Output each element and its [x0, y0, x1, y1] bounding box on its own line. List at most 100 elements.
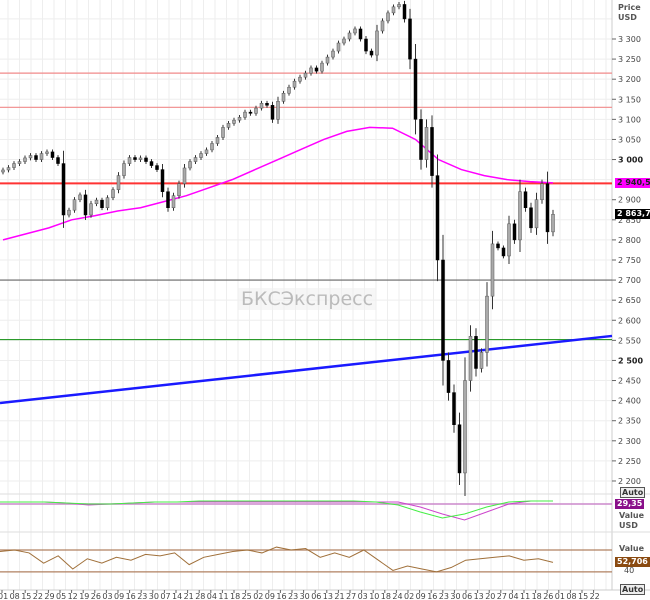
candle-body	[474, 336, 478, 369]
candle-body	[292, 80, 297, 88]
y-tick-label: 2 600	[618, 316, 641, 325]
y-tick-label: 3 050	[618, 135, 641, 144]
x-tick-label: 22	[33, 592, 43, 600]
rsi-auto-scale-button[interactable]: Auto	[620, 584, 646, 595]
candle	[270, 101, 275, 123]
candle	[413, 44, 418, 135]
candle	[391, 4, 396, 16]
x-tick-label: 18	[381, 592, 391, 600]
rsi-series-line	[0, 546, 554, 573]
candle	[204, 147, 209, 156]
candle-body	[545, 183, 550, 233]
candle-body	[133, 157, 137, 160]
candle	[518, 179, 522, 252]
candle	[529, 202, 533, 233]
candle-body	[523, 191, 528, 209]
candle	[375, 24, 379, 62]
candle-body	[281, 92, 286, 102]
candle-body	[111, 189, 115, 198]
y-tick-label: 2 500	[618, 356, 643, 365]
x-tick-label: 09	[265, 592, 275, 600]
y-tick-label: 2 700	[618, 276, 641, 285]
x-tick-label: 26	[543, 592, 553, 600]
candle-body	[342, 38, 346, 44]
candle	[540, 179, 544, 204]
candle	[50, 149, 55, 160]
y-tick-label: 2 200	[618, 477, 641, 486]
candle	[320, 60, 324, 74]
x-tick-label: 10	[369, 592, 379, 600]
y-tick-label: 2 850	[618, 216, 641, 225]
candle	[430, 115, 434, 188]
x-tick-label: 04	[207, 592, 217, 600]
candle	[72, 197, 77, 213]
x-tick-label: 27	[497, 592, 507, 600]
candle-body	[105, 197, 110, 209]
candle-body	[265, 103, 269, 106]
candle	[364, 35, 368, 55]
y-tick-label: 3 300	[618, 35, 641, 44]
candle-body	[479, 352, 484, 369]
candle	[28, 153, 33, 161]
candle-body	[259, 103, 264, 109]
x-tick-label: 03	[358, 592, 368, 600]
x-tick-label: 21	[334, 592, 344, 600]
x-tick-label: 11	[218, 592, 228, 600]
candle-body	[89, 203, 93, 216]
candle	[243, 109, 247, 120]
candle	[309, 65, 313, 76]
candle	[402, 0, 407, 23]
x-tick-label: 25	[242, 592, 252, 600]
candle-body	[221, 127, 225, 138]
candle-body	[380, 20, 385, 32]
candle	[490, 230, 495, 310]
candle-body	[441, 259, 445, 361]
y-tick-label: 2 350	[618, 417, 641, 426]
candle-body	[100, 199, 104, 209]
candle	[199, 151, 203, 160]
x-tick-label: 03	[102, 592, 112, 600]
watermark-logo: БКСЭкспресс	[238, 288, 377, 310]
candle-body	[320, 62, 324, 72]
price-auto-scale-button[interactable]: Auto	[620, 487, 646, 498]
candle-body	[507, 223, 511, 257]
x-tick-label: 13	[323, 592, 333, 600]
candle-body	[210, 143, 214, 151]
x-tick-label: 15	[21, 592, 31, 600]
x-tick-label: 18	[230, 592, 240, 600]
y-tick-label: 3 250	[618, 55, 641, 64]
candle	[105, 195, 110, 211]
x-tick-label: 04	[508, 592, 518, 600]
trendline	[0, 334, 613, 405]
candle-body	[155, 165, 159, 170]
candle-body	[243, 111, 247, 118]
x-tick-label: 08	[566, 592, 576, 600]
candle	[265, 100, 269, 108]
candle-body	[413, 58, 418, 120]
candle-body	[534, 199, 539, 229]
candle-body	[375, 30, 379, 56]
candle	[298, 74, 302, 84]
candle	[551, 209, 555, 237]
moving-average-line	[2, 126, 554, 241]
x-tick-label: 05	[56, 592, 66, 600]
candle	[347, 30, 352, 42]
candle-body	[490, 243, 495, 297]
candle-body	[34, 155, 38, 160]
candle	[94, 197, 99, 207]
candle-body	[518, 191, 522, 241]
candle-body	[122, 163, 126, 176]
candle	[303, 70, 308, 80]
candle-body	[529, 207, 533, 229]
x-tick-label: 01	[0, 592, 8, 600]
candle	[149, 159, 154, 168]
x-tick-label: 06	[462, 592, 472, 600]
x-tick-label: 27	[346, 592, 356, 600]
x-tick-label: 28	[195, 592, 205, 600]
candle-body	[83, 194, 88, 216]
x-tick-label: 23	[439, 592, 449, 600]
candle	[122, 160, 126, 179]
y-tick-label: 3 000	[618, 156, 643, 165]
